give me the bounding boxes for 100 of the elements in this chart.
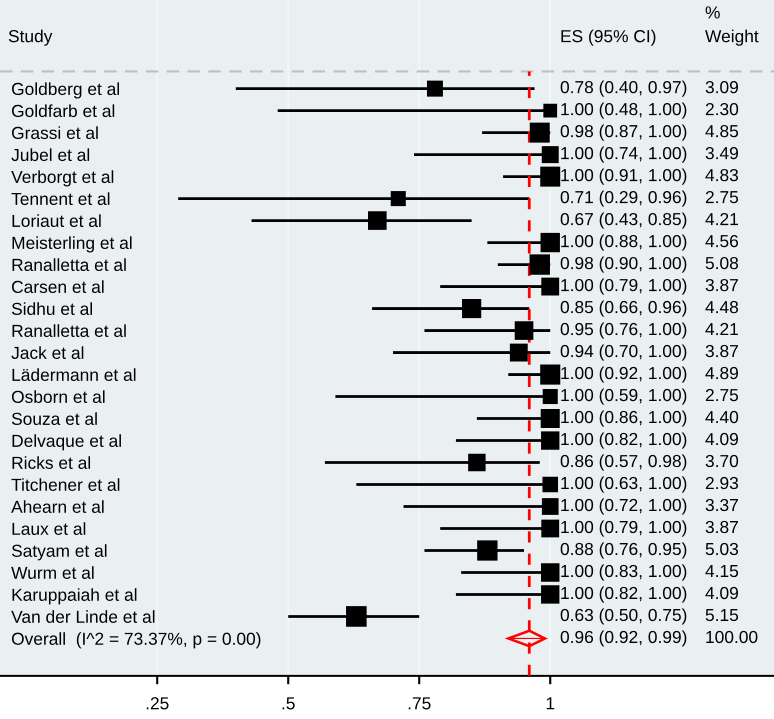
point xyxy=(540,232,560,252)
y-tick-label: Osborn et al xyxy=(12,390,105,404)
y-tick-label: Overall (I^2 = 73.37%, p = 0.00) xyxy=(12,632,260,648)
annotation: 0.67 (0.43, 0.85) xyxy=(560,212,686,229)
annotation: 0.85 (0.66, 0.96) xyxy=(560,300,686,317)
annotation: 3.70 xyxy=(706,454,738,468)
annotation: 4.09 xyxy=(705,432,738,446)
annotation: 1.00 (0.48, 1.00) xyxy=(561,102,686,119)
annotation: 1.00 (0.63, 1.00) xyxy=(561,476,686,493)
y-tick-label: Jubel et al xyxy=(11,148,90,162)
annotation: 3.09 xyxy=(706,81,738,94)
y-tick-label: Verborgt et al xyxy=(11,170,114,186)
annotation: 1.00 (0.88, 1.00) xyxy=(561,234,686,251)
annotation: 1.00 (0.79, 1.00) xyxy=(561,520,686,537)
annotation: 0.71 (0.29, 0.96) xyxy=(560,190,686,207)
annotation: 1.00 (0.83, 1.00) xyxy=(561,564,686,581)
annotation: 3.49 xyxy=(706,146,738,160)
annotation: 2.93 xyxy=(706,476,738,490)
y-tick-label: Loriaut et al xyxy=(12,214,101,228)
annotation: 0.98 (0.87, 1.00) xyxy=(560,124,686,141)
annotation: 2.75 xyxy=(706,388,738,402)
annotation: 0.95 (0.76, 1.00) xyxy=(560,322,686,339)
annotation: 0.94 (0.70, 1.00) xyxy=(560,344,686,361)
annotation: 3.37 xyxy=(706,498,738,512)
y-tick-label: Delvaque et al xyxy=(12,434,121,450)
point xyxy=(510,344,528,362)
text: Study xyxy=(8,30,52,46)
point xyxy=(541,520,560,538)
annotation: 1.00 (0.72, 1.00) xyxy=(561,498,686,515)
annotation: 1.00 (0.86, 1.00) xyxy=(561,410,686,427)
annotation: 0.78 (0.40, 0.97) xyxy=(560,80,686,97)
annotation: 4.15 xyxy=(705,565,738,578)
text: % Weight xyxy=(705,6,759,46)
annotation: 4.48 xyxy=(705,300,738,314)
annotation: 4.56 xyxy=(705,234,738,248)
point xyxy=(541,431,560,450)
annotation: 0.86 (0.57, 0.98) xyxy=(560,454,686,471)
y-tick-label: Ranalletta et al xyxy=(12,324,126,338)
annotation: 3.87 xyxy=(706,278,738,292)
annotation: 4.89 xyxy=(705,366,738,380)
y-tick-label: Sidhu et al xyxy=(12,302,92,316)
annotation: 5.15 xyxy=(706,609,738,622)
annotation: 1.00 (0.74, 1.00) xyxy=(561,146,686,163)
annotation: 100.00 xyxy=(706,630,758,644)
annotation: 1.00 (0.91, 1.00) xyxy=(561,168,686,185)
y-tick-label: Ahearn et al xyxy=(11,500,104,513)
annotation: 1.00 (0.59, 1.00) xyxy=(561,388,686,405)
y-tick-label: Goldfarb et al xyxy=(12,104,114,118)
annotation: 2.30 xyxy=(706,102,738,116)
annotation: 0.88 (0.76, 0.95) xyxy=(560,542,686,559)
point xyxy=(540,563,560,582)
y-tick-label: Laux et al xyxy=(12,522,86,535)
y-tick-label: Grassi et al xyxy=(12,126,98,140)
annotation: 4.21 xyxy=(705,322,738,336)
point xyxy=(368,211,387,230)
annotation: 0.96 (0.92, 0.99) xyxy=(560,630,686,647)
annotation: 4.83 xyxy=(705,168,738,182)
annotation: 0.98 (0.90, 1.00) xyxy=(560,256,686,273)
point xyxy=(542,146,559,164)
point xyxy=(530,122,550,143)
y-tick-label: Titchener et al xyxy=(12,478,120,491)
y-tick-label: Van der Linde et al xyxy=(11,610,154,623)
y-tick-label: Carsen et al xyxy=(12,280,104,294)
x-tick-label: .25 xyxy=(146,697,169,710)
point xyxy=(514,321,534,340)
point xyxy=(541,585,560,604)
annotation: 3.87 xyxy=(706,344,738,358)
x-tick-label: .5 xyxy=(282,697,295,710)
annotation: 4.40 xyxy=(705,410,738,424)
y-tick-label: Karuppaiah et al xyxy=(12,588,136,604)
annotation: 1.00 (0.92, 1.00) xyxy=(561,366,686,383)
y-tick-label: Lädermann et al xyxy=(12,368,136,382)
annotation: 3.87 xyxy=(706,520,738,534)
y-tick-label: Wurm et al xyxy=(11,566,94,579)
annotation: 0.63 (0.50, 0.75) xyxy=(560,608,686,625)
y-tick-label: Tennent et al xyxy=(12,192,110,206)
y-tick-label: Ricks et al xyxy=(12,456,90,469)
point xyxy=(540,409,560,428)
point xyxy=(540,166,560,187)
y-tick-label: Ranalletta et al xyxy=(12,258,126,272)
y-tick-label: Goldberg et al xyxy=(12,82,120,99)
x-tick-label: .75 xyxy=(408,697,431,710)
annotation: 5.08 xyxy=(706,256,738,270)
y-tick-label: Souza et al xyxy=(12,412,97,425)
annotation: 4.09 xyxy=(705,586,738,600)
annotation: 2.75 xyxy=(706,190,738,204)
y-tick-label: Meisterling et al xyxy=(12,236,132,252)
annotation: 1.00 (0.82, 1.00) xyxy=(561,586,686,603)
text: ES (95% CI) xyxy=(561,30,656,46)
point xyxy=(468,454,486,472)
annotation: 1.00 (0.82, 1.00) xyxy=(561,432,686,449)
y-tick-label: Satyam et al xyxy=(12,544,106,560)
annotation: 5.03 xyxy=(706,542,738,556)
annotation: 1.00 (0.79, 1.00) xyxy=(561,278,686,295)
annotation: 4.85 xyxy=(705,124,738,138)
y-tick-label: Jack et al xyxy=(11,346,84,360)
point xyxy=(462,298,482,318)
point xyxy=(540,364,560,385)
annotation: 4.21 xyxy=(705,212,738,226)
point xyxy=(541,278,560,296)
